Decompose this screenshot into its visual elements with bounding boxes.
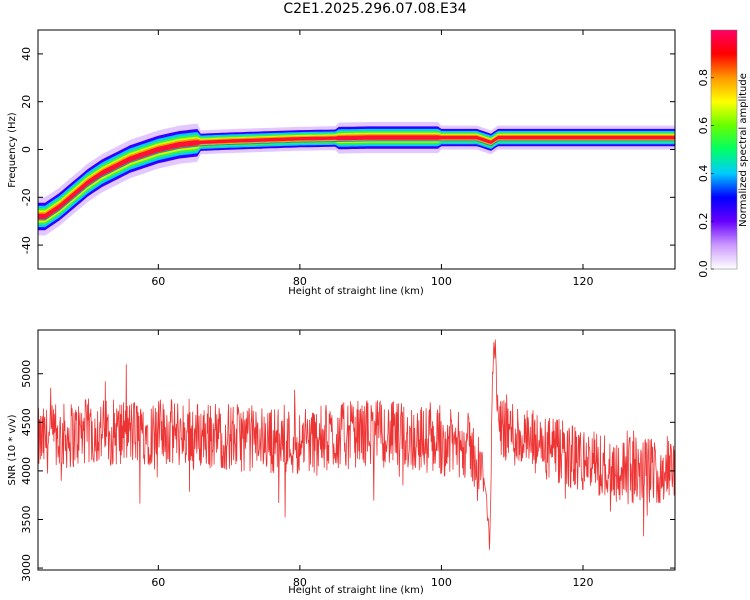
spectrogram-ytick-label: 40 — [20, 47, 33, 61]
colorbar: 0.0 0.2 0.4 0.6 0.8 Normalized spectral ampl… — [697, 29, 749, 278]
spectrogram-ridge — [38, 122, 675, 236]
snr-ytick-label: 3000 — [20, 554, 33, 582]
snr-ytick-label: 4500 — [20, 408, 33, 436]
spectrogram-ytick-label: -40 — [20, 236, 33, 254]
snr-ytick-label: 3500 — [20, 505, 33, 533]
colorbar-frame — [710, 29, 738, 270]
snr-xtick-label: 120 — [572, 576, 593, 589]
snr-panel: 60 80 100 120 3000 3500 4000 4500 5000 Height of… — [7, 329, 676, 596]
colorbar-label: Normalized spectral amplitude — [738, 73, 749, 227]
snr-xlabel: Height of straight line (km) — [288, 585, 424, 596]
snr-xtick-label: 80 — [293, 576, 307, 589]
spectrogram-xtick-label: 120 — [572, 275, 593, 288]
snr-ytick-label: 5000 — [20, 360, 33, 388]
spectrogram-panel: 60 80 100 120 -40 -20 0 20 40 Height of straight… — [7, 29, 676, 297]
spectrogram-xtick-label: 80 — [293, 275, 307, 288]
ridge-core-line — [38, 140, 675, 221]
colorbar-tick-label: 0.2 — [697, 212, 710, 230]
colorbar-gradient — [711, 30, 737, 269]
spectrogram-xtick-label: 60 — [151, 275, 165, 288]
colorbar-ticks: 0.0 0.2 0.4 0.6 0.8 — [697, 69, 714, 278]
snr-ytick-label: 4000 — [20, 457, 33, 485]
snr-ticks: 60 80 100 120 3000 3500 4000 4500 5000 — [20, 330, 675, 589]
spectrogram-ticks: 60 80 100 120 -40 -20 0 20 40 — [20, 30, 675, 288]
spectrogram-ylabel: Frequency (Hz) — [7, 112, 18, 188]
colorbar-tick-label: 0.0 — [697, 260, 710, 278]
snr-frame — [37, 329, 676, 571]
snr-series-line — [38, 339, 675, 550]
snr-xtick-label: 60 — [151, 576, 165, 589]
spectrogram-ytick-label: 0 — [20, 146, 33, 153]
snr-xtick-label: 100 — [431, 576, 452, 589]
snr-ylabel: SNR (10 * v/v) — [7, 414, 18, 485]
colorbar-tick-label: 0.4 — [697, 165, 710, 183]
spectrogram-ytick-label: -20 — [20, 188, 33, 206]
figure-title: C2E1.2025.296.07.08.E34 — [283, 1, 466, 17]
spectrogram-xtick-label: 100 — [431, 275, 452, 288]
spectrogram-ytick-label: 20 — [20, 95, 33, 109]
colorbar-tick-label: 0.6 — [697, 117, 710, 135]
spectrogram-xlabel: Height of straight line (km) — [288, 286, 424, 297]
colorbar-tick-label: 0.8 — [697, 69, 710, 87]
